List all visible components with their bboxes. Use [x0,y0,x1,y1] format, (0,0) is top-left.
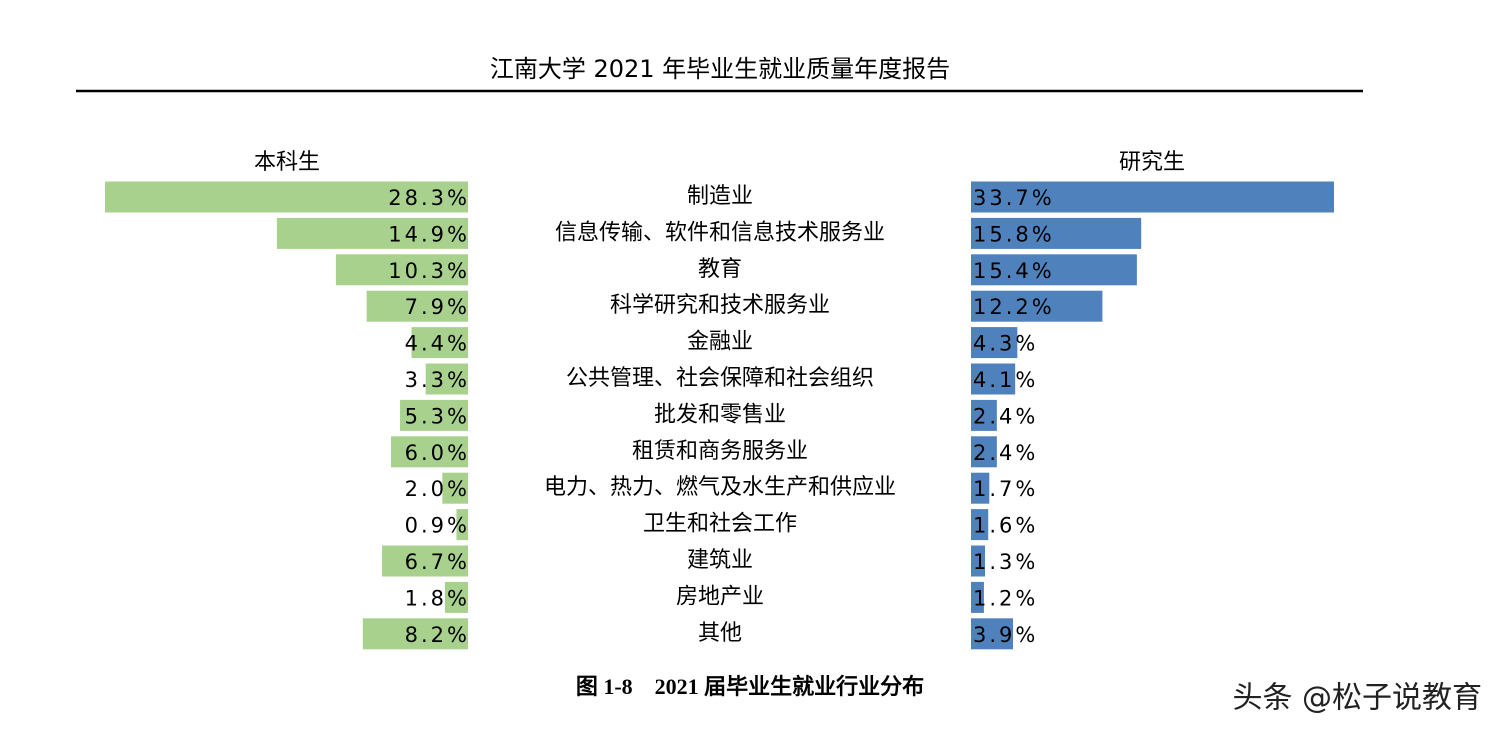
bar [442,472,468,504]
value-label: 4.3% [973,332,1038,356]
value-label: 5.3% [405,404,470,428]
value-label: 3.9% [973,623,1038,647]
bar [971,254,1137,286]
watermark: 头条 @松子说教育 [1232,681,1482,716]
value-label: 6.7% [405,550,470,574]
bar [411,327,468,359]
category-label: 建筑业 [687,548,753,573]
bar [444,581,468,613]
value-label: 8.2% [405,623,470,647]
category-label: 其他 [698,621,742,646]
value-label: 33.7% [973,186,1055,210]
value-label: 3.3% [405,368,470,392]
bar [971,217,1142,249]
series-name: 本科生 [254,150,320,175]
value-label: 6.0% [405,441,470,465]
bar [382,545,468,577]
value-label: 1.3% [973,550,1038,574]
bar [400,399,468,431]
category-label: 批发和零售业 [654,402,786,427]
bar [971,327,1018,359]
bar [456,509,468,541]
value-label: 2.4% [973,441,1038,465]
category-label: 教育 [698,257,742,282]
category-label: 金融业 [687,330,753,355]
bar [362,618,468,650]
series-name: 研究生 [1119,150,1185,175]
value-label: 10.3% [388,259,470,283]
category-label: 科学研究和技术服务业 [610,293,830,318]
category-label: 信息传输、软件和信息技术服务业 [555,220,885,245]
bar [971,181,1334,213]
value-label: 1.7% [973,477,1038,501]
bar [391,436,468,468]
bar [105,181,468,213]
value-label: 0.9% [405,514,470,538]
category-label: 卫生和社会工作 [643,512,797,537]
bar [971,509,989,541]
category-label: 电力、热力、燃气及水生产和供应业 [544,475,896,500]
value-label: 28.3% [388,186,470,210]
bar [971,290,1103,322]
bar [971,436,997,468]
value-label: 12.2% [973,295,1055,319]
value-label: 15.8% [973,222,1055,246]
category-label: 租赁和商务服务业 [632,439,808,464]
bar [335,254,468,286]
value-label: 2.0% [405,477,470,501]
bar [971,399,997,431]
report-title: 江南大学 2021 年毕业生就业质量年度报告 [490,55,950,83]
bar [971,618,1014,650]
value-label: 15.4% [973,259,1055,283]
value-label: 1.8% [405,586,470,610]
value-label: 14.9% [388,222,470,246]
bar [366,290,468,322]
value-label: 7.9% [405,295,470,319]
value-label: 4.4% [405,332,470,356]
category-label: 公共管理、社会保障和社会组织 [566,366,874,391]
category-label: 制造业 [687,184,753,209]
bar [971,545,986,577]
bar [276,217,468,249]
category-label: 房地产业 [676,584,764,609]
value-label: 4.1% [973,368,1038,392]
bar [425,363,468,395]
bar [971,581,984,613]
value-label: 1.6% [973,514,1038,538]
value-label: 1.2% [973,586,1038,610]
value-label: 2.4% [973,404,1038,428]
bar [971,472,990,504]
bar [971,363,1016,395]
figure-caption: 图 1-8 2021 届毕业生就业行业分布 [576,674,924,699]
